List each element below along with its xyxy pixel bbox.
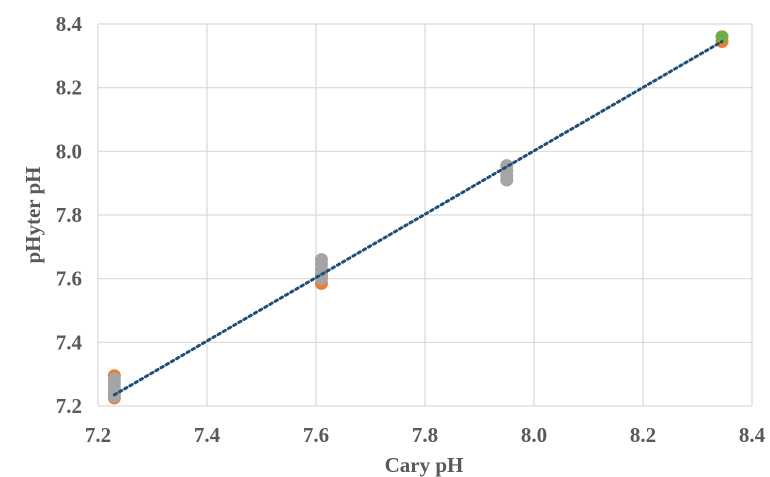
x-tick-label-0: 7.2: [85, 423, 111, 447]
y-tick-label-6: 8.4: [56, 12, 83, 36]
y-tick-label-1: 7.4: [56, 330, 83, 354]
y-axis-ticks: 7.2 7.4 7.6 7.8 8.0 8.2 8.4: [56, 12, 83, 418]
data-points: [107, 30, 729, 405]
y-tick-label-0: 7.2: [56, 394, 82, 418]
y-tick-label-4: 8.0: [56, 139, 82, 163]
x-tick-label-5: 8.2: [630, 423, 656, 447]
x-tick-label-1: 7.4: [194, 423, 221, 447]
y-axis-title: pHyter pH: [21, 166, 45, 263]
x-axis-title: Cary pH: [385, 453, 464, 477]
data-point-s1-13: [500, 173, 514, 187]
y-tick-label-2: 7.6: [56, 267, 82, 291]
x-axis-ticks: 7.2 7.4 7.6 7.8 8.0 8.2 8.4: [85, 423, 766, 447]
x-tick-label-3: 7.8: [412, 423, 438, 447]
y-tick-label-3: 7.8: [56, 203, 82, 227]
x-tick-label-6: 8.4: [739, 423, 766, 447]
x-tick-label-2: 7.6: [303, 423, 329, 447]
trendline: [112, 40, 724, 397]
y-tick-label-5: 8.2: [56, 76, 82, 100]
data-point-s2-0: [715, 30, 729, 44]
x-tick-label-4: 8.0: [521, 423, 547, 447]
